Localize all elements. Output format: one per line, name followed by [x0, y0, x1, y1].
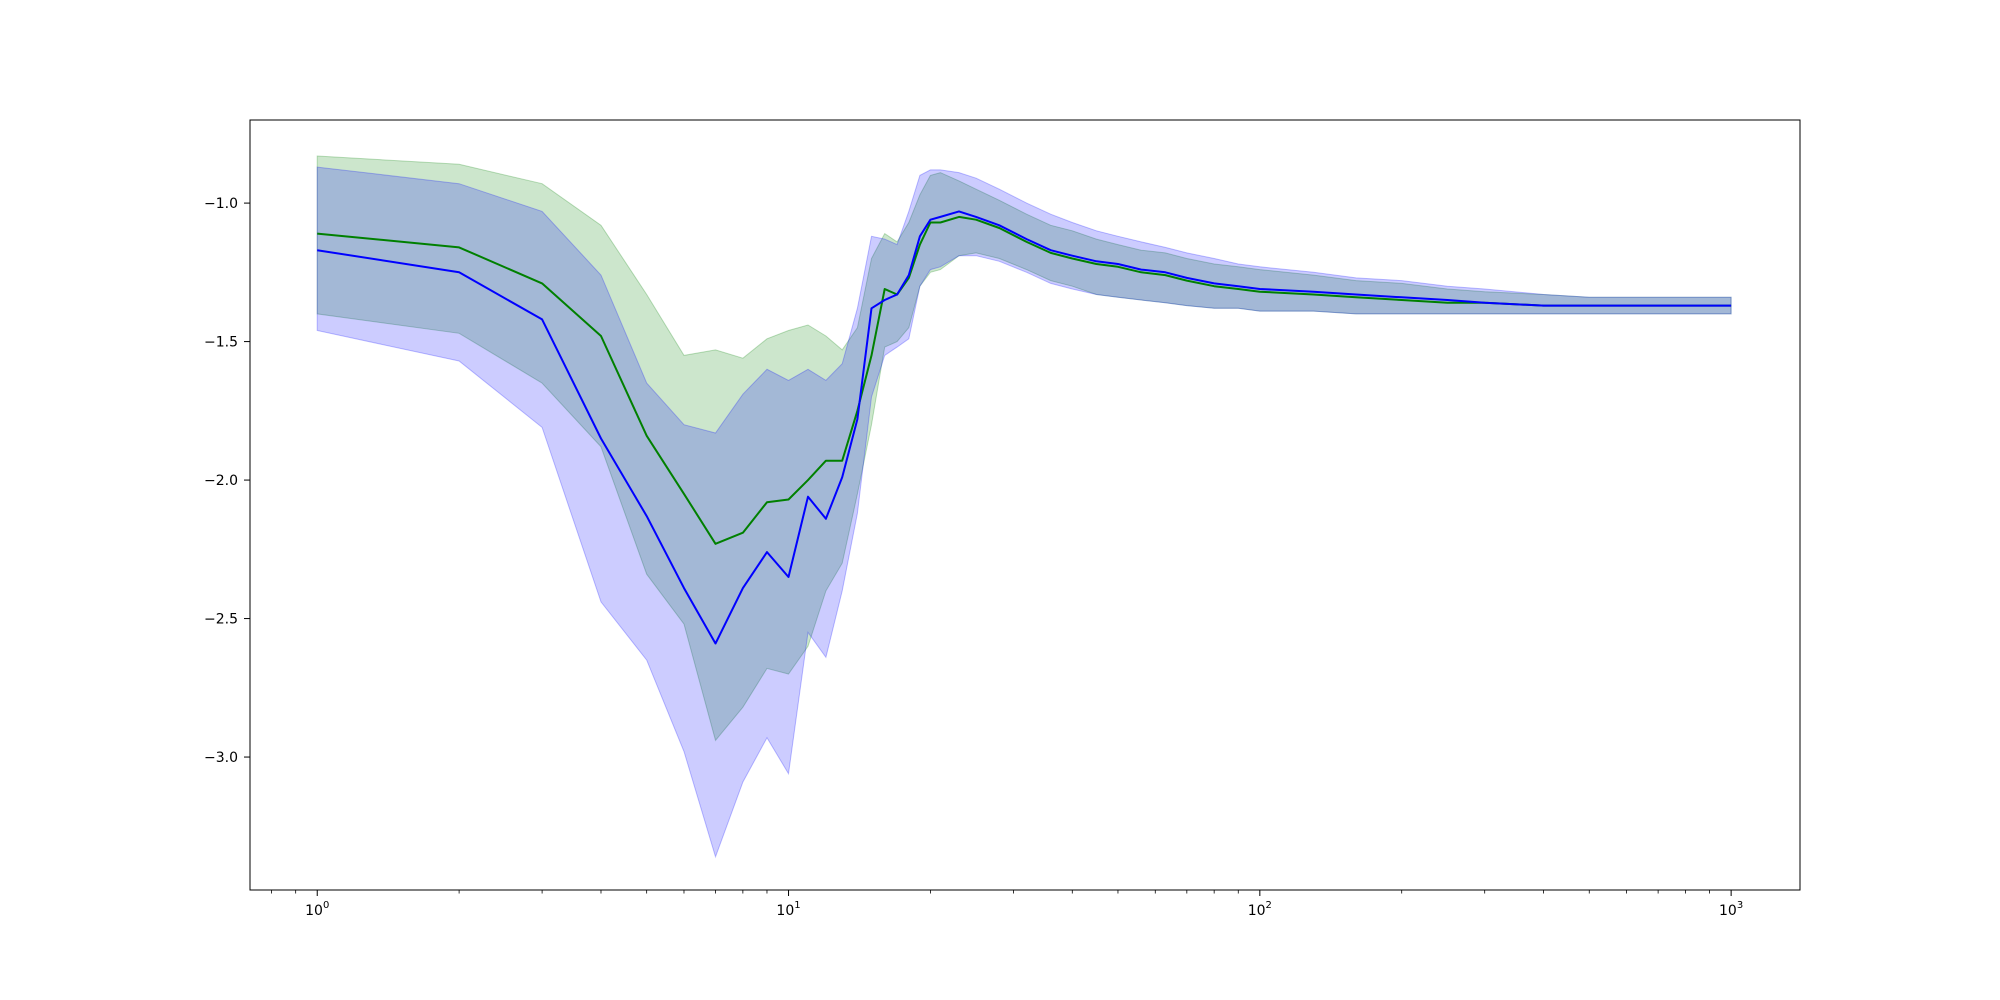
x-tick-label: 101	[776, 900, 800, 919]
x-tick-label-exponent: 0	[323, 900, 329, 911]
y-tick-label: −3.0	[204, 750, 238, 766]
x-axis-ticks: 100 101 102 103	[271, 890, 1743, 919]
y-tick-label: −2.0	[204, 473, 238, 489]
y-tick-label: −2.5	[204, 612, 238, 628]
series-1-line	[317, 215, 1732, 545]
x-tick-label-exponent: 1	[794, 900, 800, 911]
y-tick-label: −1.0	[204, 196, 238, 212]
x-tick-label-base: 10	[305, 903, 323, 919]
x-tick-label-base: 10	[1719, 903, 1737, 919]
series-1-band	[316, 155, 1732, 742]
series-2-band	[316, 166, 1732, 859]
x-tick-label-base: 10	[1248, 903, 1266, 919]
y-axis-ticks: −1.0 −1.5 −2.0 −2.5 −3.0	[204, 196, 250, 766]
x-tick-label: 103	[1719, 900, 1743, 919]
y-tick-label: −1.5	[204, 335, 238, 351]
plot-frame	[249, 119, 1801, 891]
x-tick-label-exponent: 3	[1737, 900, 1743, 911]
x-tick-label-exponent: 2	[1266, 900, 1272, 911]
series-2-line	[317, 210, 1732, 645]
x-tick-label: 102	[1248, 900, 1272, 919]
x-tick-label: 100	[305, 900, 329, 919]
confidence-bands	[316, 155, 1732, 859]
x-tick-label-base: 10	[776, 903, 794, 919]
series-lines	[317, 210, 1732, 645]
